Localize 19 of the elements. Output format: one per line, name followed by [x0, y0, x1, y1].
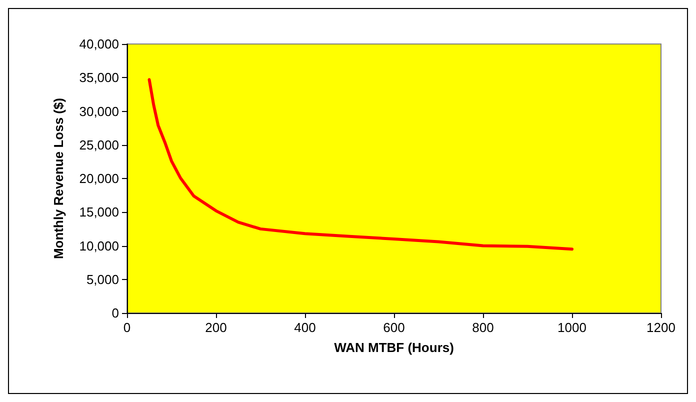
- x-tick-label: 400: [294, 320, 316, 335]
- y-tick-label: 25,000: [79, 137, 119, 152]
- y-tick-label: 40,000: [79, 36, 119, 52]
- y-tick-label: 20,000: [79, 171, 119, 186]
- x-axis-title: WAN MTBF (Hours): [334, 340, 454, 355]
- x-tick-label: 0: [123, 320, 131, 335]
- x-tick-label: 200: [205, 320, 227, 335]
- y-tick-label: 10,000: [79, 238, 119, 254]
- x-tick-label: 800: [472, 320, 494, 335]
- line-series: [148, 78, 574, 251]
- x-tick-label: 1000: [558, 320, 586, 335]
- y-axis-title: Monthly Revenue Loss ($): [51, 98, 66, 260]
- y-tick-label: 0: [112, 306, 119, 320]
- y-tick-label: 35,000: [79, 70, 119, 86]
- x-tick-label: 1200: [646, 320, 676, 335]
- x-tick-label: 600: [383, 320, 405, 335]
- y-tick-label: 5,000: [86, 272, 119, 287]
- y-tick-label: 15,000: [79, 204, 119, 220]
- y-tick-label: 30,000: [79, 104, 119, 119]
